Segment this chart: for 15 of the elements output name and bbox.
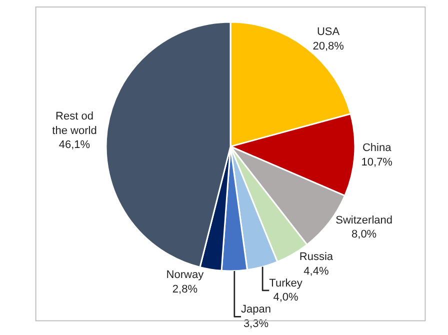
data-label: 4,4% [304,265,329,278]
data-label: 2,8% [172,283,198,296]
data-label: 46,1% [58,139,90,152]
slice-label: Rest od the world [52,110,97,137]
slice-label: Japan [240,304,271,316]
slice-label: Switzerland [336,214,392,226]
data-label: 20,8% [312,40,344,52]
slice-label: Norway [166,269,204,282]
slice-label: Russia [299,250,334,263]
data-label: 8,0% [352,228,377,241]
data-label: 4,0% [273,292,298,304]
slice-label: Turkey [269,277,303,290]
data-label: 10,7% [361,156,393,168]
slice-label: USA [316,26,340,38]
slice-label: China [362,142,392,154]
